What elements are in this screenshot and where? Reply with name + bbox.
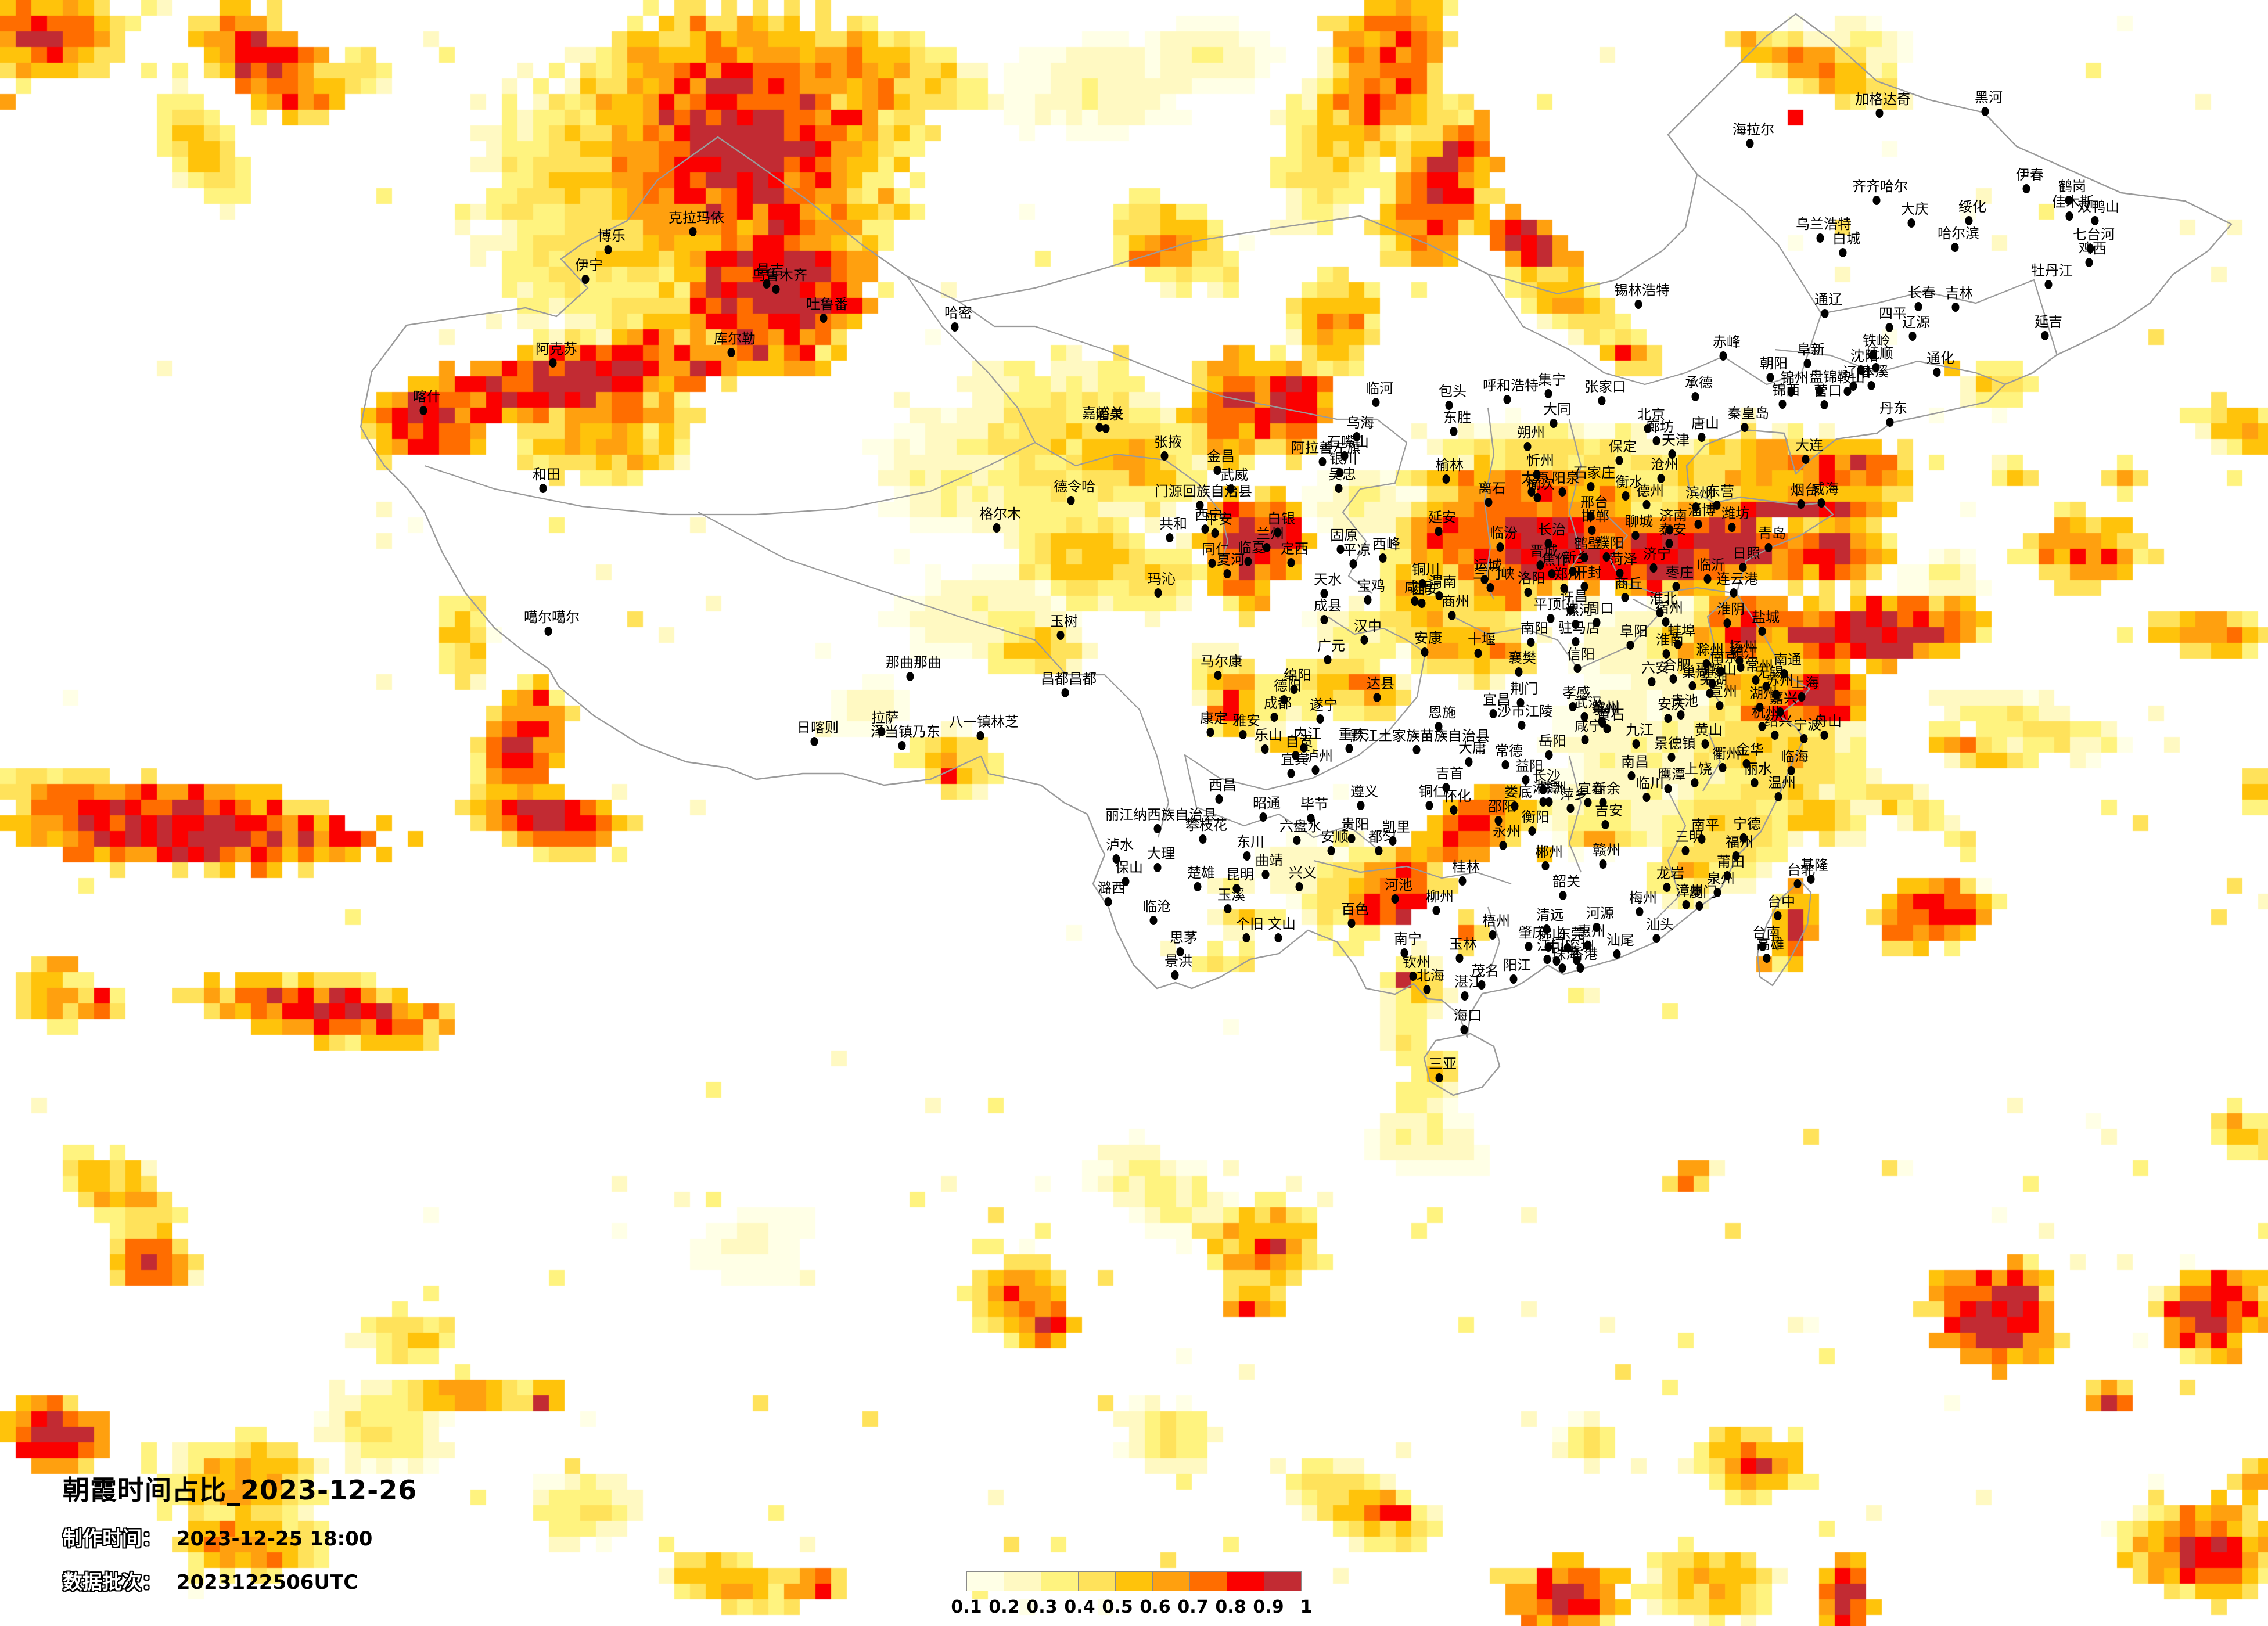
page-title: 朝霞时间占比_2023-12-26 — [63, 1474, 418, 1506]
made-time-label: 制作时间： — [63, 1527, 161, 1551]
legend-cell-0.8 — [1227, 1571, 1264, 1591]
legend-cell-0.2 — [1004, 1571, 1041, 1591]
legend-cell-0.6 — [1152, 1571, 1190, 1591]
legend-label-0.5: 0.5 — [1102, 1597, 1133, 1617]
made-time-value: 2023-12-25 18:00 — [176, 1527, 373, 1551]
legend-label-1: 1 — [1300, 1597, 1313, 1617]
map-title-block: 朝霞时间占比_2023-12-26 制作时间： 2023-12-25 18:00… — [63, 1469, 417, 1595]
legend-cell-0.3 — [1041, 1571, 1079, 1591]
legend-cell-0.4 — [1078, 1571, 1116, 1591]
legend-cell-0.9 — [1264, 1571, 1302, 1591]
legend-label-0.8: 0.8 — [1215, 1597, 1246, 1617]
legend-cell-0.7 — [1189, 1571, 1227, 1591]
legend-cell-0.5 — [1115, 1571, 1153, 1591]
legend-label-0.9: 0.9 — [1253, 1597, 1284, 1617]
legend-label-0.4: 0.4 — [1064, 1597, 1095, 1617]
made-time-line: 制作时间： 2023-12-25 18:00 — [63, 1523, 417, 1551]
color-legend: 0.1 0.2 0.3 0.4 0.5 0.6 0.7 0.8 0.9 1 — [951, 1571, 1312, 1620]
legend-label-0.6: 0.6 — [1140, 1597, 1171, 1617]
legend-label-0.7: 0.7 — [1177, 1597, 1209, 1617]
legend-color-bar — [966, 1571, 1302, 1591]
legend-label-0.1: 0.1 — [951, 1597, 982, 1617]
legend-label-0.2: 0.2 — [989, 1597, 1020, 1617]
legend-label-0.3: 0.3 — [1026, 1597, 1058, 1617]
data-batch-label: 数据批次： — [63, 1571, 161, 1594]
data-batch-line: 数据批次： 2023122506UTC — [63, 1566, 417, 1595]
legend-cell-0.1 — [966, 1571, 1004, 1591]
legend-tick-labels: 0.1 0.2 0.3 0.4 0.5 0.6 0.7 0.8 0.9 1 — [951, 1597, 1312, 1620]
data-batch-value: 2023122506UTC — [176, 1571, 358, 1594]
